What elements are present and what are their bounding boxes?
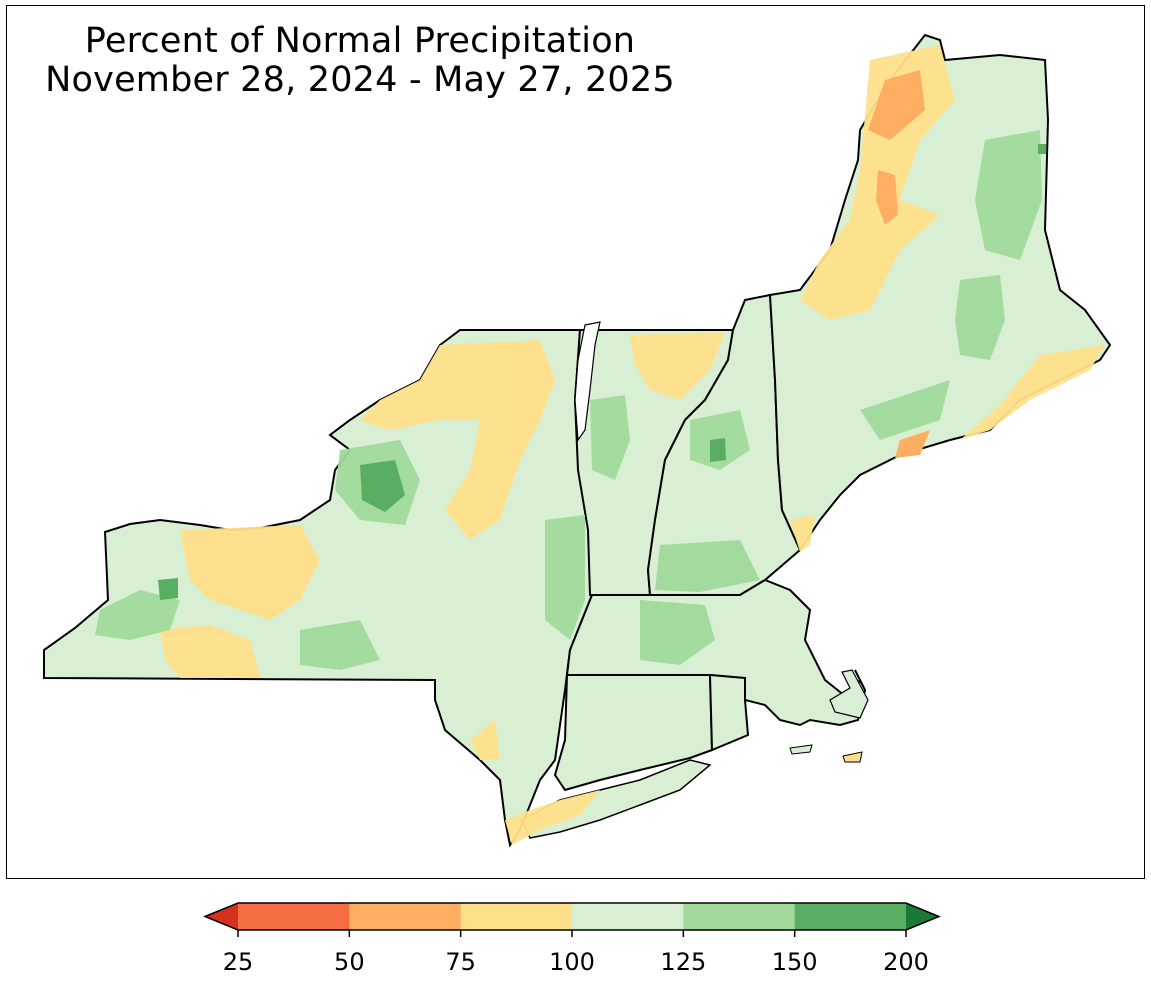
title-line-2: November 28, 2024 - May 27, 2025 (45, 60, 675, 100)
colorbar-tick-label: 125 (660, 948, 707, 976)
colorbar-ticks (237, 930, 907, 937)
wet-patch-hudson (545, 515, 585, 640)
wet-patch-western-ny (95, 590, 180, 640)
wet-patch-central-ny (300, 620, 380, 670)
very-wet-patches (158, 144, 1046, 600)
colorbar-tick-label: 100 (549, 948, 595, 976)
very-wet-patch-finger-lakes (360, 460, 405, 512)
wet-patch-mass (640, 600, 715, 665)
colorbar-segment (349, 903, 462, 930)
drier-patch-maine-coast (895, 430, 930, 458)
lake-champlain (574, 321, 601, 442)
colorbar-segments (203, 902, 941, 931)
drier-patch-maine-west (876, 170, 898, 225)
colorbar-segment (572, 903, 684, 930)
colorbar-tick-label: 200 (883, 948, 929, 976)
wet-patch-vermont (590, 395, 630, 480)
colorbar-tick-label: 50 (334, 948, 365, 976)
dry-patch-western-ny (180, 525, 320, 620)
colorbar-tick-label: 150 (771, 948, 818, 976)
colorbar-tick-label: 25 (222, 948, 254, 976)
map-title: Percent of Normal Precipitation November… (30, 22, 690, 100)
wet-patch-maine-central (955, 275, 1005, 360)
colorbar-extend-high (906, 903, 939, 930)
wet-patch-nh-south (655, 540, 760, 592)
cape-cod (829, 669, 869, 719)
very-wet-patch-western-ny (158, 578, 178, 600)
dry-patch-maine-coast (960, 345, 1105, 440)
wet-patch-maine-bay (860, 380, 950, 440)
wet-patch-maine-east (975, 130, 1042, 260)
dry-patch-hudson (470, 720, 500, 760)
very-wet-patch-nh (710, 438, 726, 462)
very-wet-patch-maine (1038, 144, 1046, 154)
dry-patch-nh-coast (790, 515, 815, 552)
dry-patch-nyc (505, 790, 600, 845)
title-line-1: Percent of Normal Precipitation (84, 21, 636, 61)
colorbar-segment (238, 903, 350, 930)
colorbar-extend-low (205, 903, 238, 930)
state-new-york (43, 329, 594, 848)
wet-patches (95, 130, 1042, 670)
nantucket (842, 751, 863, 763)
colorbar-segment (683, 903, 796, 930)
colorbar-tick-label: 75 (445, 948, 476, 976)
dry-patch-northern-ny (360, 340, 555, 540)
dry-patch-vermont-north (630, 332, 725, 400)
colorbar-segment (460, 903, 573, 930)
marthas-vineyard (789, 744, 813, 755)
drier-patch-maine-north (868, 70, 925, 140)
state-rhode-island (708, 673, 750, 752)
drier-patches (868, 70, 930, 458)
dry-patch-sw-ny (160, 625, 260, 678)
colorbar-segment (794, 903, 907, 930)
